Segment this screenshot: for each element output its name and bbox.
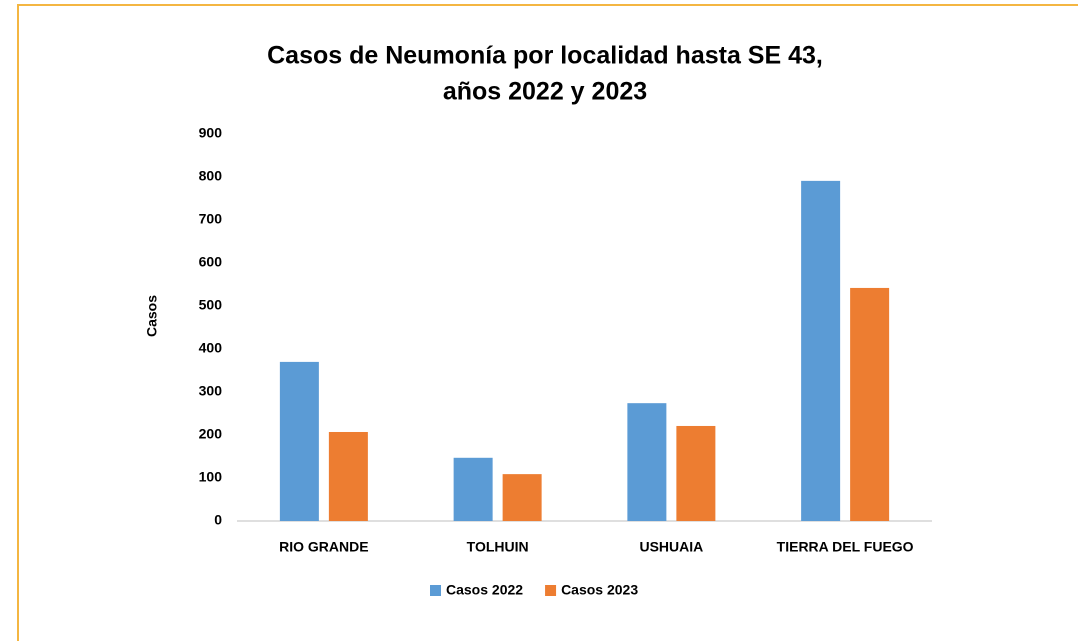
chart-title: Casos de Neumonía por localidad hasta SE… [267, 42, 823, 70]
bar [453, 457, 493, 521]
bar [850, 287, 890, 521]
frame [17, 4, 1078, 641]
legend-swatch [545, 585, 557, 596]
legend-swatch [430, 585, 441, 596]
y-tick-label: 100 [199, 469, 223, 485]
y-tick-label: 700 [199, 211, 223, 227]
bar [676, 425, 716, 521]
legend-label: Casos 2023 [561, 582, 638, 598]
x-tick-label: RIO GRANDE [279, 539, 368, 555]
y-tick-label: 600 [199, 254, 223, 270]
y-axis-label: Casos [144, 295, 160, 337]
legend-label: Casos 2022 [446, 582, 523, 598]
y-tick-label: 200 [199, 426, 223, 442]
x-tick-label: TIERRA DEL FUEGO [777, 539, 914, 555]
y-tick-label: 400 [199, 340, 223, 356]
y-tick-label: 500 [199, 297, 223, 313]
y-tick-label: 300 [199, 383, 223, 399]
bar [502, 474, 542, 521]
y-tick-label: 800 [199, 168, 223, 184]
chart-title: años 2022 y 2023 [443, 78, 647, 106]
bar [328, 431, 368, 521]
x-tick-label: TOLHUIN [467, 539, 529, 555]
x-tick-label: USHUAIA [639, 539, 703, 555]
bar [627, 403, 667, 521]
y-tick-label: 900 [199, 125, 223, 141]
bar [279, 361, 319, 521]
bar [801, 180, 841, 521]
y-tick-label: 0 [214, 512, 222, 528]
